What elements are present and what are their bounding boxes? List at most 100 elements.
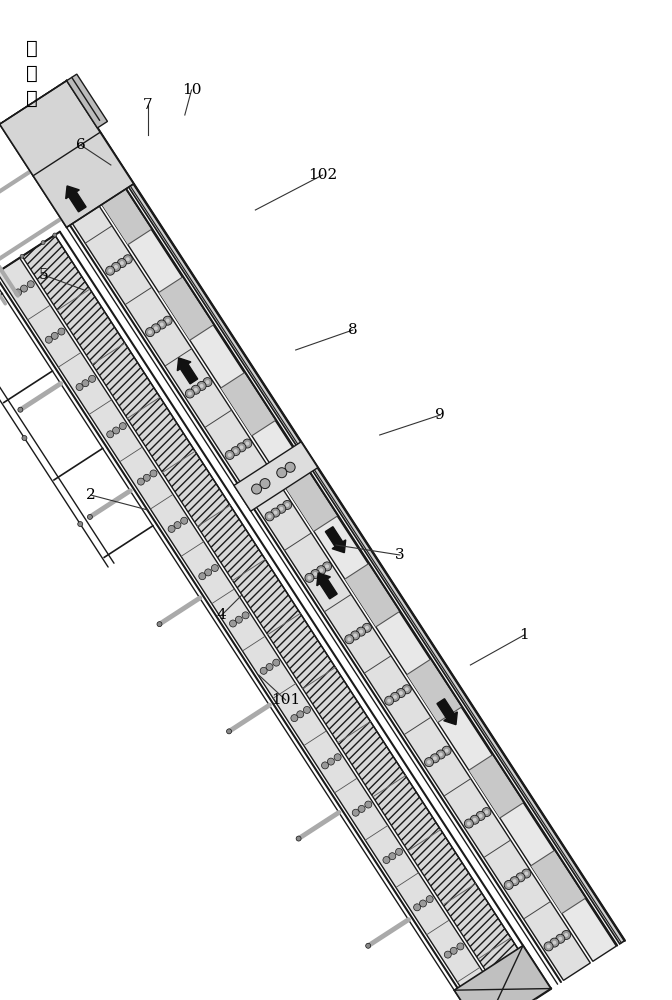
Polygon shape [35, 86, 89, 149]
Circle shape [192, 385, 200, 394]
Circle shape [564, 933, 569, 937]
Circle shape [44, 132, 52, 141]
Polygon shape [283, 468, 337, 531]
Text: 清: 清 [26, 38, 38, 57]
Circle shape [475, 998, 482, 1000]
Circle shape [414, 904, 421, 911]
Polygon shape [97, 182, 151, 245]
Polygon shape [454, 946, 551, 1000]
Circle shape [562, 930, 571, 939]
Circle shape [396, 848, 403, 855]
Circle shape [66, 205, 75, 214]
FancyArrow shape [437, 699, 458, 725]
Circle shape [485, 810, 489, 814]
Circle shape [163, 316, 172, 325]
Circle shape [442, 746, 451, 755]
Circle shape [393, 695, 397, 699]
Circle shape [347, 637, 351, 641]
Circle shape [450, 947, 457, 954]
Text: 8: 8 [348, 323, 358, 337]
Polygon shape [159, 277, 213, 340]
Circle shape [168, 525, 175, 532]
Polygon shape [35, 86, 616, 961]
Circle shape [174, 522, 181, 529]
Circle shape [317, 566, 326, 575]
Polygon shape [345, 564, 399, 627]
Circle shape [362, 623, 372, 632]
Circle shape [243, 439, 252, 448]
Circle shape [558, 937, 562, 941]
Circle shape [151, 324, 161, 333]
Circle shape [319, 568, 323, 572]
Circle shape [28, 146, 32, 150]
Circle shape [550, 938, 559, 947]
Text: 4: 4 [217, 608, 226, 622]
Circle shape [212, 565, 218, 572]
Circle shape [228, 453, 232, 457]
Circle shape [242, 612, 249, 619]
Circle shape [260, 667, 267, 674]
Circle shape [476, 811, 485, 820]
Circle shape [304, 706, 310, 713]
Circle shape [481, 995, 488, 1000]
Circle shape [419, 900, 427, 907]
Polygon shape [0, 258, 511, 1000]
Circle shape [507, 883, 511, 887]
Polygon shape [0, 81, 134, 227]
Circle shape [107, 431, 114, 438]
Circle shape [522, 869, 531, 878]
Circle shape [334, 754, 341, 761]
Circle shape [146, 328, 155, 337]
Circle shape [260, 479, 270, 489]
Circle shape [148, 330, 152, 334]
Circle shape [154, 326, 158, 330]
Circle shape [365, 801, 372, 808]
FancyArrow shape [317, 573, 337, 599]
Circle shape [77, 197, 87, 206]
Circle shape [160, 322, 164, 326]
Circle shape [51, 332, 58, 339]
Circle shape [83, 193, 93, 202]
Circle shape [80, 200, 84, 204]
Circle shape [126, 257, 130, 261]
Circle shape [234, 449, 238, 453]
Polygon shape [469, 755, 523, 818]
Circle shape [45, 336, 52, 343]
Circle shape [467, 822, 471, 826]
Circle shape [513, 879, 517, 883]
Circle shape [245, 442, 249, 446]
Circle shape [26, 143, 35, 152]
Circle shape [157, 622, 162, 627]
Circle shape [203, 378, 212, 387]
Circle shape [72, 201, 81, 210]
Circle shape [150, 470, 157, 477]
Circle shape [32, 140, 41, 149]
Circle shape [472, 818, 476, 822]
Circle shape [137, 478, 144, 485]
Circle shape [237, 443, 246, 452]
Circle shape [285, 503, 289, 507]
Circle shape [323, 562, 331, 571]
Circle shape [478, 814, 482, 818]
Circle shape [389, 853, 396, 860]
Circle shape [28, 281, 34, 288]
Circle shape [200, 384, 204, 388]
Polygon shape [221, 373, 276, 436]
Circle shape [231, 447, 240, 456]
Circle shape [425, 758, 433, 767]
Circle shape [311, 570, 320, 579]
Circle shape [321, 762, 329, 769]
Circle shape [403, 685, 411, 694]
Circle shape [277, 504, 286, 513]
Circle shape [58, 328, 65, 335]
Circle shape [351, 631, 360, 640]
Circle shape [120, 261, 124, 265]
Text: 3: 3 [395, 548, 405, 562]
Circle shape [20, 254, 24, 258]
Text: 区: 区 [26, 89, 38, 107]
Circle shape [106, 266, 115, 275]
Circle shape [305, 573, 314, 582]
Polygon shape [22, 235, 546, 1000]
Circle shape [239, 445, 243, 449]
FancyArrow shape [325, 527, 345, 553]
